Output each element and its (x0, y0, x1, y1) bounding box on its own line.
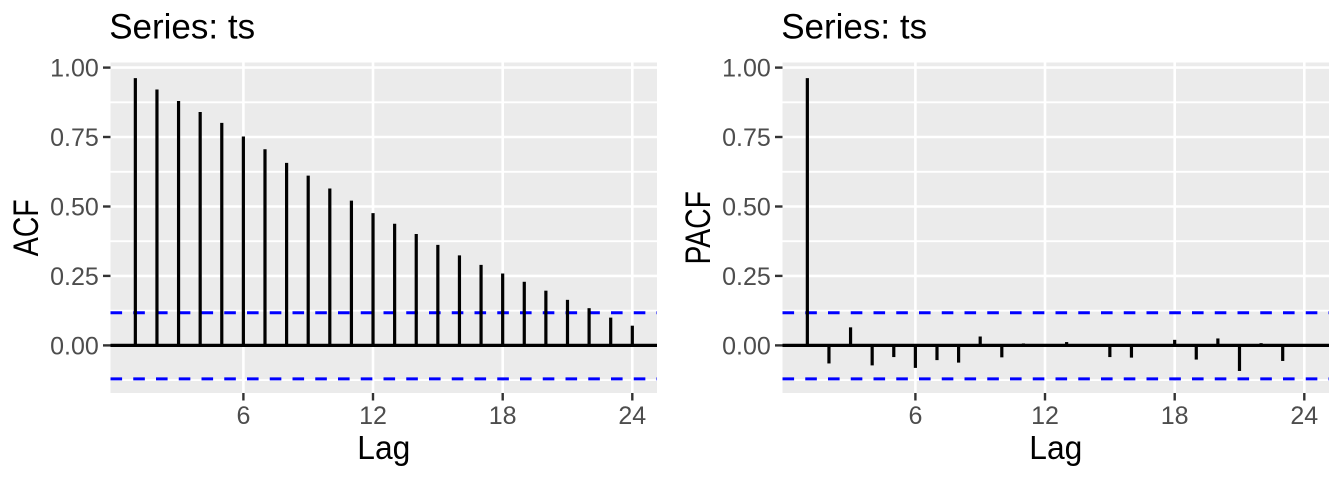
svg-text:12: 12 (1031, 402, 1059, 430)
svg-text:0.00: 0.00 (50, 333, 99, 361)
svg-text:24: 24 (1290, 402, 1318, 430)
svg-text:0.75: 0.75 (722, 124, 771, 152)
svg-text:ACF: ACF (7, 199, 46, 256)
svg-text:0.75: 0.75 (50, 124, 99, 152)
svg-text:0.00: 0.00 (722, 333, 771, 361)
svg-text:Series: ts: Series: ts (109, 8, 255, 47)
svg-text:0.50: 0.50 (722, 194, 771, 222)
svg-text:18: 18 (1161, 402, 1189, 430)
svg-text:18: 18 (489, 402, 517, 430)
svg-text:24: 24 (618, 402, 646, 430)
svg-text:Lag: Lag (1029, 429, 1082, 466)
svg-text:0.25: 0.25 (722, 263, 771, 291)
svg-text:1.00: 1.00 (50, 55, 99, 83)
svg-text:12: 12 (359, 402, 387, 430)
svg-text:6: 6 (908, 402, 922, 430)
svg-text:Series: ts: Series: ts (781, 8, 927, 47)
svg-text:Lag: Lag (357, 429, 410, 466)
svg-text:PACF: PACF (679, 191, 718, 264)
svg-text:0.50: 0.50 (50, 194, 99, 222)
svg-text:0.25: 0.25 (50, 263, 99, 291)
svg-text:6: 6 (236, 402, 250, 430)
svg-text:1.00: 1.00 (722, 55, 771, 83)
